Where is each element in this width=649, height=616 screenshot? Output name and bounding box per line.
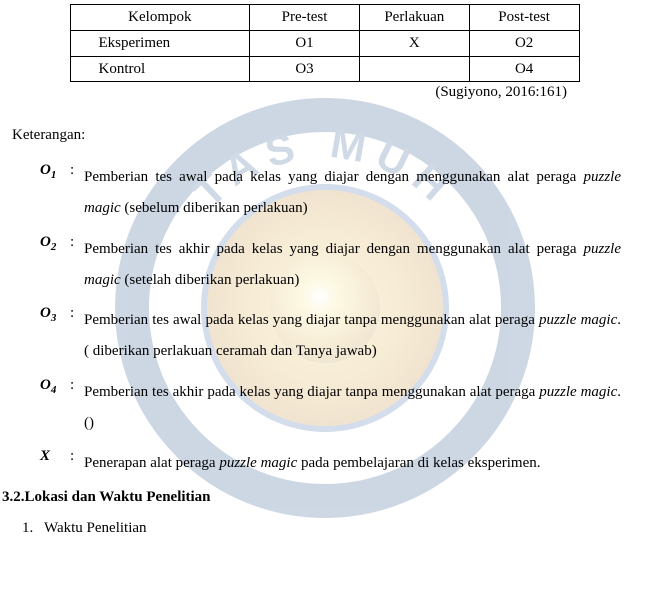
definition-symbol: O2	[22, 234, 70, 296]
definition-text: Pemberian tes akhir pada kelas yang diaj…	[84, 377, 627, 439]
table-header-row: Kelompok Pre-test Perlakuan Post-test	[70, 5, 579, 31]
numbered-sub-item: 1.Waktu Penelitian	[22, 520, 627, 537]
table-row: Eksperimen O1 X O2	[70, 30, 579, 56]
definition-item: X : Penerapan alat peraga puzzle magic p…	[22, 448, 627, 479]
cell-pre: O1	[250, 30, 360, 56]
page-content: Kelompok Pre-test Perlakuan Post-test Ek…	[0, 0, 649, 537]
col-posttest: Post-test	[469, 5, 579, 31]
keterangan-heading: Keterangan:	[12, 127, 627, 144]
definition-item: O4 : Pemberian tes akhir pada kelas yang…	[22, 377, 627, 439]
cell-pre: O3	[250, 56, 360, 82]
col-pretest: Pre-test	[250, 5, 360, 31]
colon: :	[70, 448, 84, 479]
colon: :	[70, 234, 84, 296]
definition-symbol: X	[22, 448, 70, 479]
cell-post: O2	[469, 30, 579, 56]
definition-symbol: O1	[22, 162, 70, 224]
definition-item: O1 : Pemberian tes awal pada kelas yang …	[22, 162, 627, 224]
cell-group: Kontrol	[70, 56, 250, 82]
definition-text: Pemberian tes awal pada kelas yang diaja…	[84, 305, 627, 367]
table-row: Kontrol O3 O4	[70, 56, 579, 82]
sub-item-text: Waktu Penelitian	[44, 520, 147, 536]
definition-item: O2 : Pemberian tes akhir pada kelas yang…	[22, 234, 627, 296]
definition-text: Pemberian tes akhir pada kelas yang diaj…	[84, 234, 627, 296]
cell-post: O4	[469, 56, 579, 82]
definition-text: Pemberian tes awal pada kelas yang diaja…	[84, 162, 627, 224]
cell-group: Eksperimen	[70, 30, 250, 56]
section-heading: 3.2.Lokasi dan Waktu Penelitian	[2, 489, 627, 506]
col-kelompok: Kelompok	[70, 5, 250, 31]
definition-symbol: O3	[22, 305, 70, 367]
sub-item-number: 1.	[22, 520, 44, 537]
definition-symbol: O4	[22, 377, 70, 439]
design-table: Kelompok Pre-test Perlakuan Post-test Ek…	[70, 4, 580, 82]
definition-text: Penerapan alat peraga puzzle magic pada …	[84, 448, 627, 479]
col-perlakuan: Perlakuan	[359, 5, 469, 31]
cell-treat: X	[359, 30, 469, 56]
table-citation: (Sugiyono, 2016:161)	[22, 84, 627, 101]
definitions-list: O1 : Pemberian tes awal pada kelas yang …	[22, 162, 627, 479]
definition-item: O3 : Pemberian tes awal pada kelas yang …	[22, 305, 627, 367]
cell-treat	[359, 56, 469, 82]
colon: :	[70, 377, 84, 439]
colon: :	[70, 162, 84, 224]
colon: :	[70, 305, 84, 367]
